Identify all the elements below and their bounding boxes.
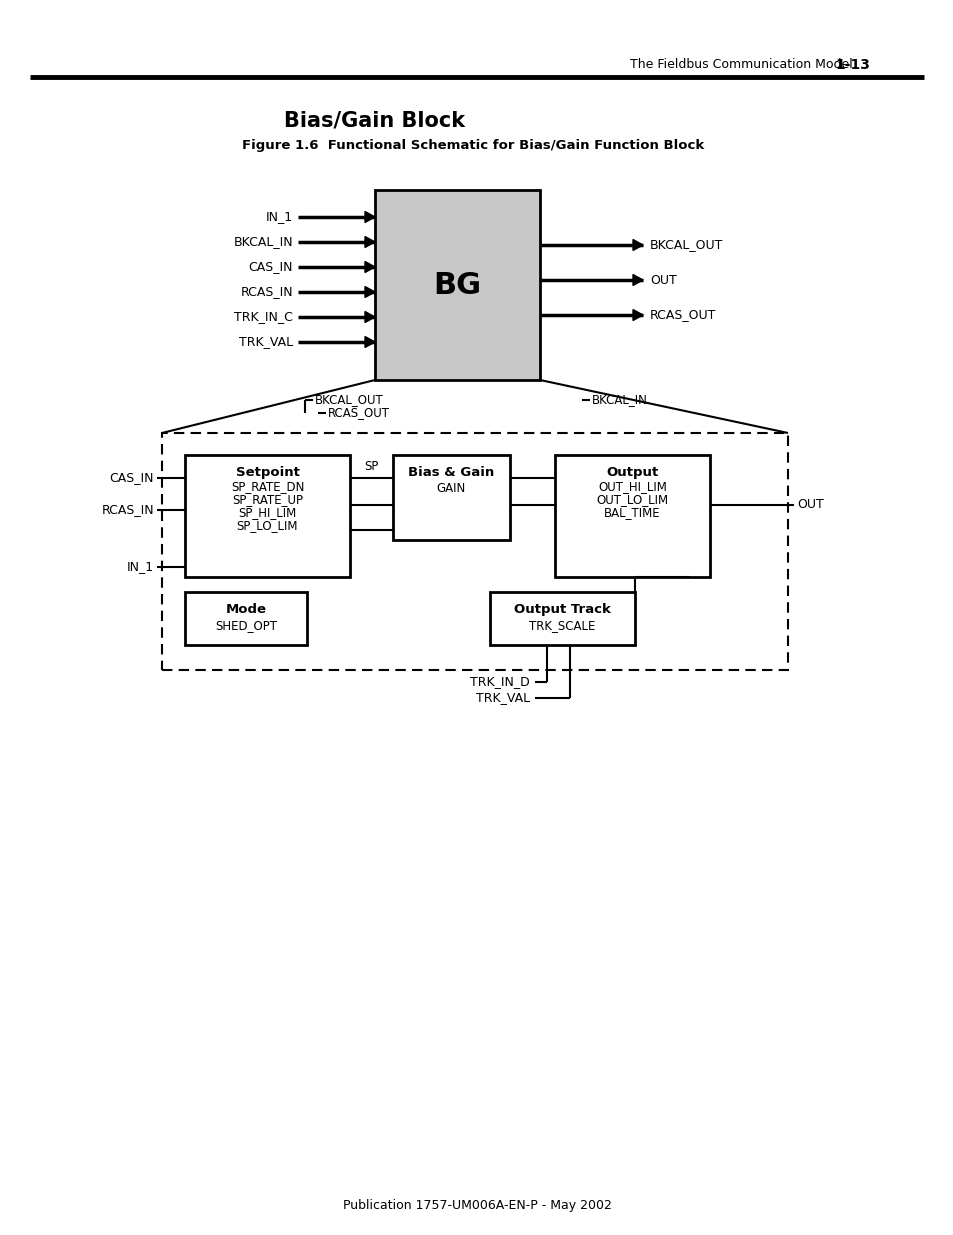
- Text: Bias & Gain: Bias & Gain: [408, 466, 494, 479]
- Text: BAL_TIME: BAL_TIME: [603, 506, 660, 519]
- Text: OUT: OUT: [796, 499, 822, 511]
- Text: Bias/Gain Block: Bias/Gain Block: [284, 110, 465, 130]
- Text: Output Track: Output Track: [514, 603, 610, 616]
- Text: CAS_IN: CAS_IN: [248, 261, 293, 273]
- Text: Mode: Mode: [225, 603, 266, 616]
- Text: Output: Output: [606, 466, 658, 479]
- Text: TRK_VAL: TRK_VAL: [476, 692, 530, 704]
- Text: TRK_VAL: TRK_VAL: [238, 336, 293, 348]
- Text: TRK_IN_D: TRK_IN_D: [470, 676, 530, 688]
- Text: BKCAL_IN: BKCAL_IN: [233, 236, 293, 248]
- Bar: [185, 454, 350, 577]
- Bar: [185, 592, 307, 645]
- Text: BKCAL_OUT: BKCAL_OUT: [649, 238, 722, 252]
- Text: OUT: OUT: [649, 273, 676, 287]
- Text: SP_RATE_UP: SP_RATE_UP: [232, 493, 303, 506]
- Text: OUT_HI_LIM: OUT_HI_LIM: [598, 480, 666, 493]
- Text: SP_HI_LIM: SP_HI_LIM: [238, 506, 296, 519]
- Text: Setpoint: Setpoint: [235, 466, 299, 479]
- Text: GAIN: GAIN: [436, 482, 466, 495]
- Bar: [393, 454, 510, 540]
- Polygon shape: [633, 310, 642, 321]
- Polygon shape: [365, 311, 375, 322]
- Text: The Fieldbus Communication Model: The Fieldbus Communication Model: [629, 58, 852, 72]
- Text: TRK_IN_C: TRK_IN_C: [233, 310, 293, 324]
- Text: SP_LO_LIM: SP_LO_LIM: [236, 519, 298, 532]
- Text: RCAS_OUT: RCAS_OUT: [328, 406, 390, 420]
- Polygon shape: [365, 236, 375, 247]
- Text: IN_1: IN_1: [266, 210, 293, 224]
- Text: RCAS_IN: RCAS_IN: [240, 285, 293, 299]
- Bar: [555, 454, 709, 577]
- Text: BKCAL_OUT: BKCAL_OUT: [314, 394, 383, 406]
- Polygon shape: [365, 262, 375, 273]
- Polygon shape: [365, 287, 375, 298]
- Text: SP_RATE_DN: SP_RATE_DN: [231, 480, 304, 493]
- Polygon shape: [633, 240, 642, 251]
- Text: 1-13: 1-13: [834, 58, 869, 72]
- Polygon shape: [365, 211, 375, 222]
- Text: Figure 1.6  Functional Schematic for Bias/Gain Function Block: Figure 1.6 Functional Schematic for Bias…: [242, 138, 703, 152]
- Text: SHED_OPT: SHED_OPT: [214, 619, 276, 632]
- Text: Publication 1757-UM006A-EN-P - May 2002: Publication 1757-UM006A-EN-P - May 2002: [342, 1198, 611, 1212]
- Polygon shape: [365, 336, 375, 347]
- Bar: [490, 592, 635, 645]
- Bar: [162, 433, 787, 671]
- Text: BKCAL_IN: BKCAL_IN: [592, 394, 647, 406]
- Bar: [375, 190, 539, 380]
- Polygon shape: [633, 274, 642, 285]
- Text: OUT_LO_LIM: OUT_LO_LIM: [596, 493, 668, 506]
- Text: CAS_IN: CAS_IN: [110, 472, 153, 484]
- Text: RCAS_IN: RCAS_IN: [101, 504, 153, 516]
- Text: SP: SP: [364, 459, 378, 473]
- Text: BG: BG: [433, 270, 481, 300]
- Text: IN_1: IN_1: [127, 561, 153, 573]
- Text: TRK_SCALE: TRK_SCALE: [529, 619, 595, 632]
- Text: RCAS_OUT: RCAS_OUT: [649, 309, 716, 321]
